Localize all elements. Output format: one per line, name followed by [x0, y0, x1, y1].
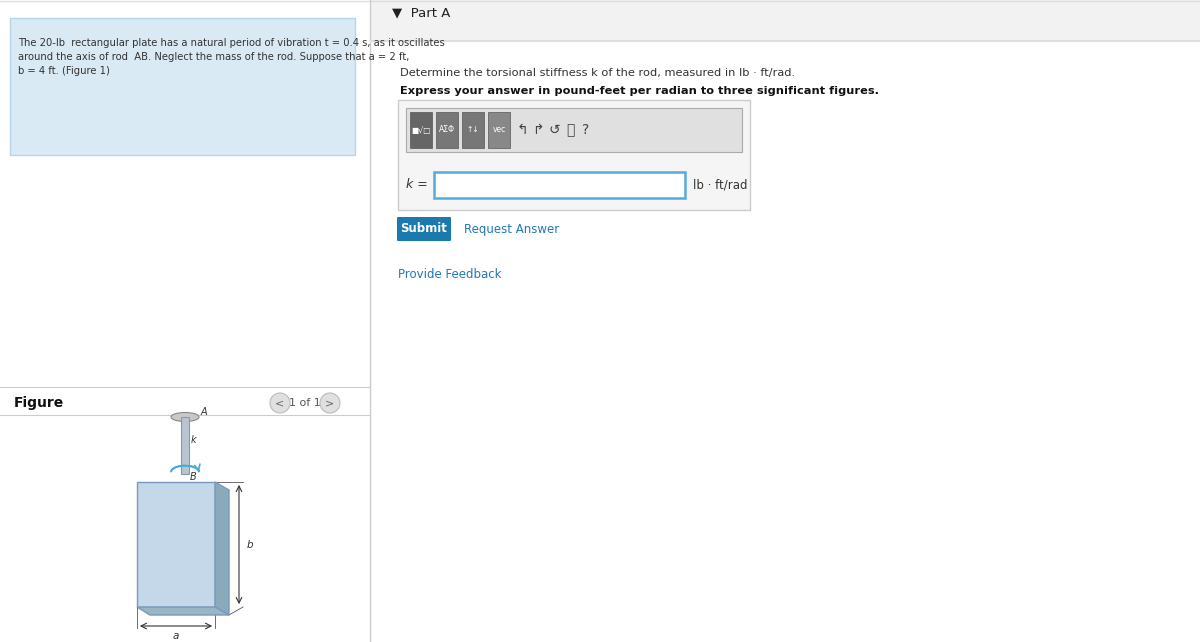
Ellipse shape — [172, 413, 199, 422]
Text: around the axis of rod  AB. Neglect the mass of the rod. Suppose that a = 2 ft,: around the axis of rod AB. Neglect the m… — [18, 52, 409, 62]
Bar — [406, 108, 742, 152]
Bar — [436, 112, 458, 148]
Polygon shape — [215, 482, 229, 615]
Bar — [370, 0, 1200, 40]
FancyBboxPatch shape — [397, 217, 451, 241]
Bar — [181, 417, 190, 474]
Bar — [434, 172, 685, 198]
Text: k =: k = — [406, 178, 427, 191]
Bar — [462, 112, 484, 148]
Text: ⎙: ⎙ — [566, 123, 574, 137]
Polygon shape — [137, 607, 229, 615]
Text: ?: ? — [582, 123, 589, 137]
Text: k: k — [191, 435, 197, 445]
Text: A: A — [202, 407, 208, 417]
Text: vec: vec — [492, 125, 505, 135]
Text: Submit: Submit — [401, 223, 448, 236]
Text: 1 of 1: 1 of 1 — [289, 398, 320, 408]
Text: ↺: ↺ — [548, 123, 560, 137]
Text: Determine the torsional stiffness k of the rod, measured in lb · ft/rad.: Determine the torsional stiffness k of t… — [400, 68, 796, 78]
Polygon shape — [137, 482, 215, 607]
Text: ■√□: ■√□ — [412, 125, 431, 135]
Text: <: < — [275, 398, 284, 408]
Text: Request Answer: Request Answer — [464, 223, 559, 236]
Text: b = 4 ft. (Figure 1): b = 4 ft. (Figure 1) — [18, 66, 110, 76]
Text: ↰: ↰ — [516, 123, 528, 137]
Text: Express your answer in pound-feet per radian to three significant figures.: Express your answer in pound-feet per ra… — [400, 86, 878, 96]
Text: lb · ft/rad: lb · ft/rad — [694, 178, 748, 191]
Bar — [10, 18, 355, 155]
Text: >: > — [325, 398, 335, 408]
Text: ↱: ↱ — [532, 123, 544, 137]
Text: ▼  Part A: ▼ Part A — [392, 6, 450, 19]
Text: B: B — [190, 472, 197, 482]
Bar — [398, 100, 750, 210]
Text: a: a — [173, 631, 179, 641]
Text: ↑↓: ↑↓ — [467, 125, 479, 135]
Circle shape — [270, 393, 290, 413]
Text: The 20-lb  rectangular plate has a natural period of vibration t = 0.4 s, as it : The 20-lb rectangular plate has a natura… — [18, 38, 445, 48]
Bar — [488, 112, 510, 148]
Text: b: b — [247, 540, 253, 550]
Text: Provide Feedback: Provide Feedback — [398, 268, 502, 281]
Circle shape — [320, 393, 340, 413]
Text: AΣΦ: AΣΦ — [439, 125, 455, 135]
Bar — [410, 112, 432, 148]
Text: Figure: Figure — [14, 396, 65, 410]
